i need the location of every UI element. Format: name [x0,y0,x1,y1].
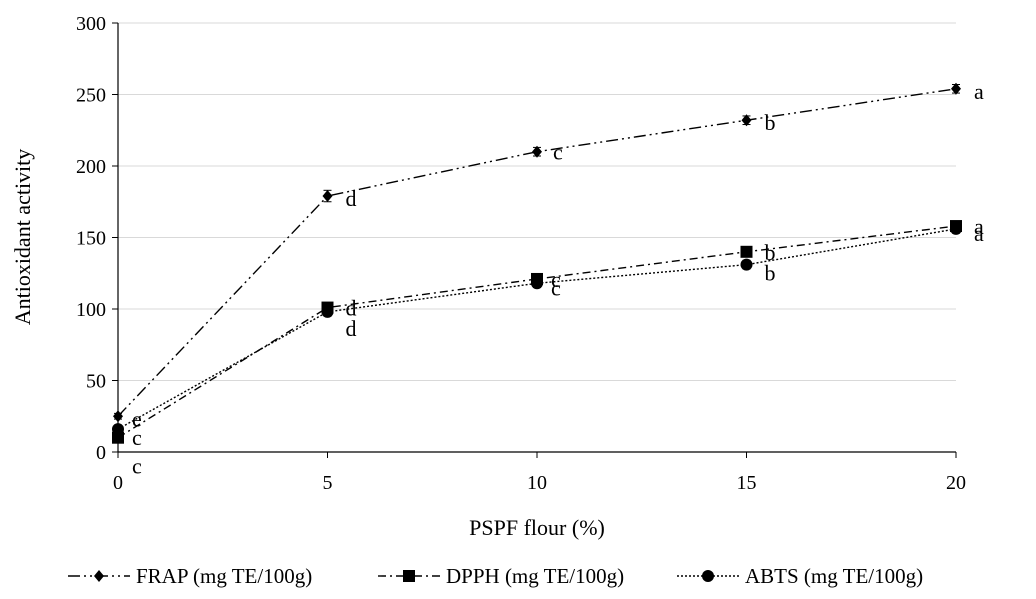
legend-marker-1 [403,570,415,582]
significance-letter: d [346,186,357,211]
significance-letter: c [551,267,561,292]
x-tick-label: 0 [113,472,123,494]
series-line-0 [117,88,957,417]
data-point [112,431,124,444]
significance-letter: a [974,214,984,239]
series-2: c d c b a [112,221,984,450]
y-tick-label: 0 [96,442,106,464]
significance-letter: c [551,275,561,300]
axes [117,23,957,458]
x-tick-label: 15 [737,472,757,494]
x-tick-labels: 0 5 10 15 20 [113,472,966,494]
significance-letter: b [765,110,776,135]
legend: FRAP (mg TE/100g) DPPH (mg TE/100g) ABTS (… [68,564,923,588]
data-point [321,305,334,318]
x-tick-label: 10 [527,472,547,494]
y-tick-label: 150 [76,228,106,250]
significance-letter: b [765,261,776,286]
y-tick-label: 250 [76,85,106,107]
y-axis-title: Antioxidant activity [10,149,35,326]
series-line-1 [117,225,957,439]
significance-letter: d [346,316,357,341]
significance-letter: d [346,296,357,321]
x-tick-label: 20 [946,472,966,494]
data-point [532,145,542,158]
grid-lines [112,22,956,453]
data-point [113,410,123,423]
series-line-2 [117,228,957,430]
data-point [951,82,961,95]
series-1: c d c b a [112,214,984,479]
y-tick-label: 200 [76,156,106,178]
y-tick-labels: 0 50 100 150 200 250 300 [76,13,106,464]
legend-marker-0 [94,570,104,582]
data-point [740,245,753,258]
x-axis-title: PSPF flour (%) [469,515,605,540]
x-tick-label: 5 [323,472,333,494]
y-tick-label: 300 [76,13,106,35]
data-point [112,423,124,436]
y-tick-label: 100 [76,299,106,321]
legend-marker-2 [702,570,714,582]
data-point [950,222,962,235]
data-point [741,114,752,127]
legend-label-1: DPPH (mg TE/100g) [446,564,624,588]
significance-letter: c [553,140,563,165]
data-point [740,258,753,271]
legend-label-2: ABTS (mg TE/100g) [745,564,923,588]
y-tick-label: 50 [86,371,106,393]
data-point [322,190,333,203]
significance-letter: b [765,240,776,265]
significance-letter: a [974,79,984,104]
significance-letter: a [974,221,984,246]
significance-letter: c [132,454,142,479]
data-point [531,277,543,290]
significance-letter: c [132,425,142,450]
legend-label-0: FRAP (mg TE/100g) [136,564,312,588]
